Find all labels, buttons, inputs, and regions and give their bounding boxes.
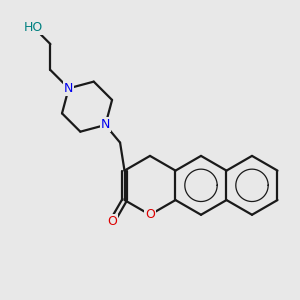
Text: N: N [101, 118, 110, 131]
Text: HO: HO [24, 21, 44, 34]
Text: O: O [145, 208, 155, 221]
Text: O: O [107, 215, 117, 228]
Text: N: N [64, 82, 74, 95]
